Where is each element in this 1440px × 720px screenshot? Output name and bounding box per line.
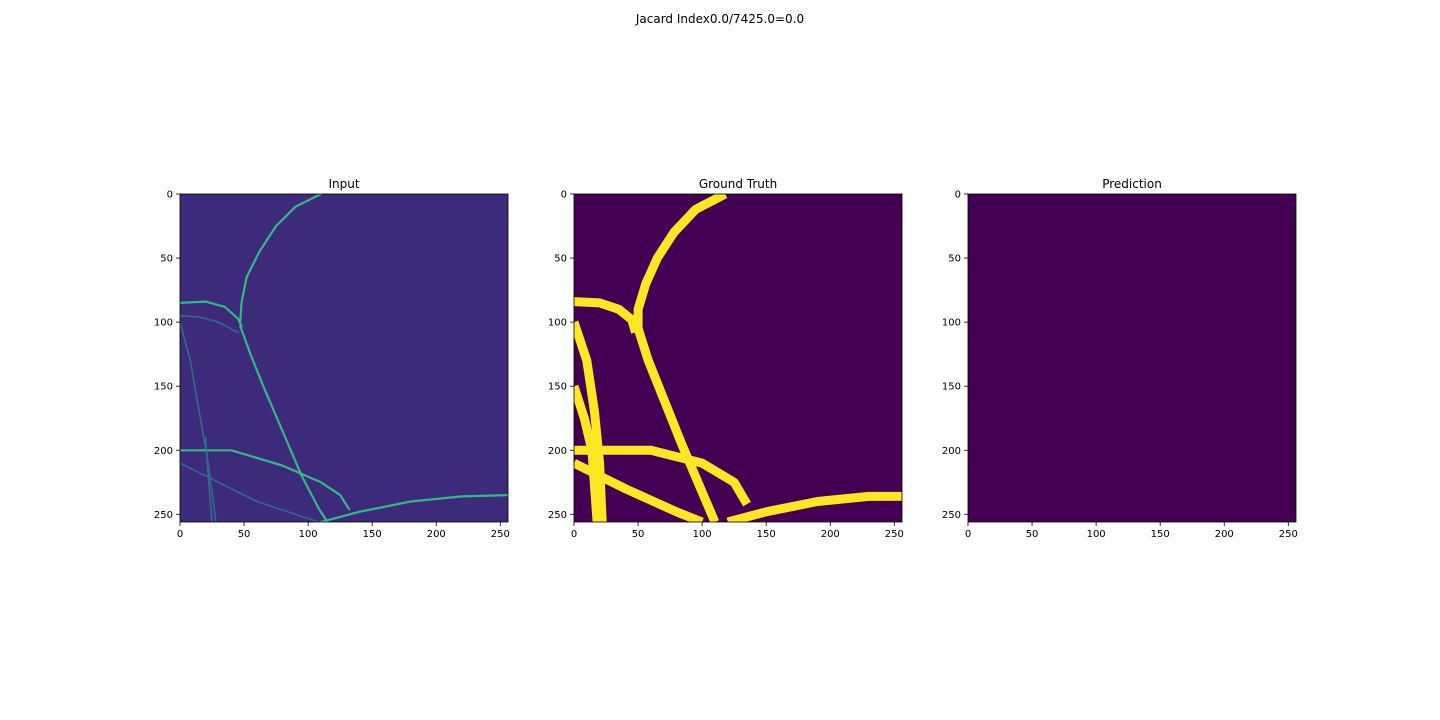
image-background xyxy=(574,194,902,522)
x-tick-label: 50 xyxy=(632,529,645,540)
axes-frame xyxy=(967,193,1297,523)
x-tick-label: 50 xyxy=(1026,529,1039,540)
figure-suptitle: Jacard Index0.0/7425.0=0.0 xyxy=(635,12,805,26)
axes-frame xyxy=(573,193,903,523)
axes-frame xyxy=(179,193,509,523)
panel-ground-truth: 0 50 100 150 200 250 0 50 100 150 200 250 Ground Tru… xyxy=(548,177,904,540)
mask-curve xyxy=(633,194,728,329)
image-background xyxy=(968,194,1296,522)
mask-curve xyxy=(574,445,751,507)
y-tick-label: 100 xyxy=(942,318,961,329)
edge-curve xyxy=(239,194,322,324)
edge-curve xyxy=(239,324,329,522)
y-tick-label: 0 xyxy=(955,190,961,201)
edge-curve xyxy=(180,462,320,522)
x-tick-label: 150 xyxy=(757,529,776,540)
y-tick-label: 100 xyxy=(548,318,567,329)
x-tick-label: 200 xyxy=(821,529,840,540)
edge-curve xyxy=(180,449,351,511)
edge-curve xyxy=(180,314,239,334)
x-tick-label: 250 xyxy=(885,529,904,540)
x-tick-label: 150 xyxy=(1151,529,1170,540)
mask-curve xyxy=(726,491,902,522)
x-tick-label: 100 xyxy=(299,529,318,540)
x-tick-label: 100 xyxy=(693,529,712,540)
y-tick-label: 250 xyxy=(154,510,173,521)
mask-curve xyxy=(574,459,704,522)
y-tick-label: 200 xyxy=(154,446,173,457)
edge-curve xyxy=(180,300,243,328)
x-tick-label: 0 xyxy=(965,529,971,540)
mask-curve xyxy=(633,327,720,522)
y-tick-label: 50 xyxy=(948,254,961,265)
y-tick-label: 50 xyxy=(554,254,567,265)
y-tick-label: 150 xyxy=(154,382,173,393)
panel-title: Input xyxy=(328,177,359,191)
y-tick-label: 100 xyxy=(154,318,173,329)
edge-curve xyxy=(319,494,508,522)
x-tick-label: 150 xyxy=(363,529,382,540)
y-tick-label: 150 xyxy=(548,382,567,393)
panel-input: 0 50 100 150 200 250 0 50 100 150 200 250 Input xyxy=(154,177,510,540)
y-tick-label: 250 xyxy=(942,510,961,521)
panel-title: Prediction xyxy=(1102,177,1162,191)
y-tick-label: 0 xyxy=(167,190,173,201)
mask-curve xyxy=(574,320,607,522)
x-tick-label: 50 xyxy=(238,529,251,540)
x-tick-label: 0 xyxy=(571,529,577,540)
x-tick-label: 0 xyxy=(177,529,183,540)
mask-curve xyxy=(574,384,602,522)
y-tick-label: 150 xyxy=(942,382,961,393)
image-content xyxy=(180,194,508,522)
edge-curve xyxy=(180,321,217,522)
panel-prediction: 0 50 100 150 200 250 0 50 100 150 200 250 Prediction xyxy=(942,177,1298,540)
x-tick-label: 250 xyxy=(1279,529,1298,540)
y-tick-label: 0 xyxy=(561,190,567,201)
y-tick-label: 250 xyxy=(548,510,567,521)
x-tick-label: 200 xyxy=(427,529,446,540)
y-tick-label: 200 xyxy=(942,446,961,457)
x-tick-label: 250 xyxy=(491,529,510,540)
panel-title: Ground Truth xyxy=(699,177,777,191)
x-tick-label: 100 xyxy=(1087,529,1106,540)
x-tick-label: 200 xyxy=(1215,529,1234,540)
edge-curve xyxy=(204,436,213,522)
image-background xyxy=(180,194,508,522)
y-tick-label: 50 xyxy=(160,254,173,265)
mask-curve xyxy=(574,297,640,334)
image-content xyxy=(574,194,902,522)
y-tick-label: 200 xyxy=(548,446,567,457)
